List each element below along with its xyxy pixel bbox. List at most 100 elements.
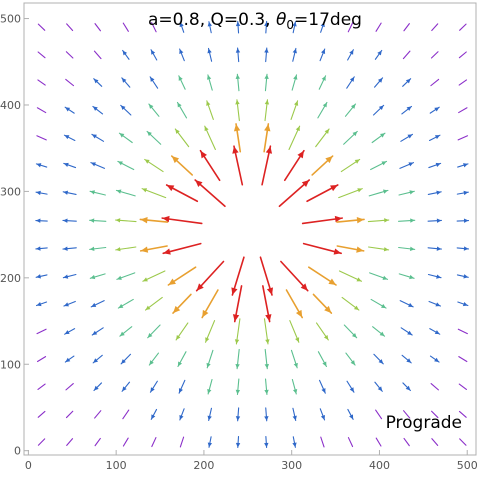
field-arrow <box>64 328 76 335</box>
field-arrow <box>459 438 467 446</box>
arrow-head <box>140 246 149 253</box>
field-arrow <box>312 293 333 314</box>
field-arrow <box>292 47 297 62</box>
field-arrow <box>120 353 132 365</box>
arrow-head <box>204 126 209 132</box>
field-arrow <box>459 23 467 31</box>
field-arrow <box>402 78 412 87</box>
arrow-head <box>323 334 329 340</box>
field-arrow <box>343 130 358 145</box>
arrow-shaft <box>151 22 157 33</box>
arrow-head <box>119 133 125 138</box>
field-arrow <box>117 298 134 309</box>
field-arrow <box>89 218 107 223</box>
arrow-head <box>406 358 412 363</box>
field-arrow <box>292 21 297 34</box>
field-arrow <box>65 410 74 419</box>
arrow-head <box>168 278 176 285</box>
arrow-shaft <box>36 328 47 335</box>
field-arrow <box>311 155 334 176</box>
field-arrow <box>151 437 157 448</box>
field-arrow <box>456 218 470 223</box>
arrow-head <box>266 287 274 295</box>
x-tick-label: 400 <box>369 459 390 472</box>
field-arrow <box>456 246 470 251</box>
field-arrow <box>343 324 358 339</box>
field-arrow <box>375 437 382 447</box>
field-arrow <box>458 356 468 363</box>
arrow-head <box>407 134 413 139</box>
field-arrow <box>336 216 365 224</box>
arrow-head <box>122 50 128 56</box>
arrow-head <box>232 314 240 322</box>
field-arrow <box>338 188 363 199</box>
arrow-head <box>35 246 41 251</box>
arrow-head <box>150 387 155 393</box>
field-arrow <box>149 380 158 393</box>
arrow-shaft <box>347 22 354 33</box>
field-arrow <box>235 99 240 122</box>
field-arrow <box>234 318 241 345</box>
field-arrow <box>207 436 213 448</box>
field-arrow <box>35 163 48 168</box>
field-arrow <box>37 79 46 86</box>
field-arrow <box>206 349 214 369</box>
field-arrow <box>291 74 298 91</box>
arrow-head <box>149 360 154 366</box>
field-arrow <box>199 149 221 182</box>
arrow-head <box>325 156 333 164</box>
field-arrow <box>458 51 467 59</box>
field-arrow <box>315 128 330 148</box>
field-arrow <box>370 160 388 171</box>
field-arrow <box>318 379 326 394</box>
field-arrow <box>172 293 192 314</box>
field-arrow <box>427 218 442 223</box>
arrow-head <box>264 74 269 79</box>
field-arrow <box>89 273 106 280</box>
field-arrow <box>347 408 354 420</box>
field-arrow <box>375 22 382 32</box>
field-arrow <box>429 106 440 114</box>
y-axis: 0 100 200 300 400 500 <box>0 13 29 458</box>
arrow-head <box>89 246 95 252</box>
field-arrow <box>121 77 131 88</box>
arrow-head <box>462 301 468 307</box>
arrow-head <box>36 274 42 279</box>
arrow-head <box>409 190 415 195</box>
arrow-head <box>380 133 385 138</box>
x-tick-label: 300 <box>281 459 302 472</box>
arrow-shaft <box>94 437 101 447</box>
field-arrow <box>340 158 361 173</box>
field-arrow <box>402 50 411 60</box>
field-arrow <box>399 300 414 308</box>
field-arrow <box>118 132 133 144</box>
arrow-head <box>93 78 99 84</box>
field-arrow <box>235 47 241 63</box>
arrow-shaft <box>458 107 468 114</box>
field-arrow <box>207 74 213 91</box>
y-tick-label: 200 <box>0 272 21 285</box>
arrow-head <box>93 385 99 391</box>
field-arrow <box>194 179 226 208</box>
arrow-head <box>162 215 170 223</box>
arrow-head <box>121 359 126 364</box>
arrow-head <box>63 162 69 167</box>
arrow-head <box>436 190 442 195</box>
arrow-head <box>349 49 354 55</box>
field-arrow <box>62 190 77 195</box>
arrow-head <box>119 331 125 337</box>
arrow-head <box>195 179 203 188</box>
field-arrow <box>429 328 441 335</box>
field-arrow <box>458 107 468 114</box>
arrow-head <box>330 185 338 192</box>
arrow-head <box>265 314 272 322</box>
field-arrow <box>62 273 77 279</box>
field-arrow <box>344 103 357 117</box>
arrow-head <box>265 146 273 154</box>
field-arrow <box>291 378 298 395</box>
arrow-shaft <box>93 50 102 60</box>
arrow-head <box>207 48 212 54</box>
field-arrow <box>235 436 241 449</box>
